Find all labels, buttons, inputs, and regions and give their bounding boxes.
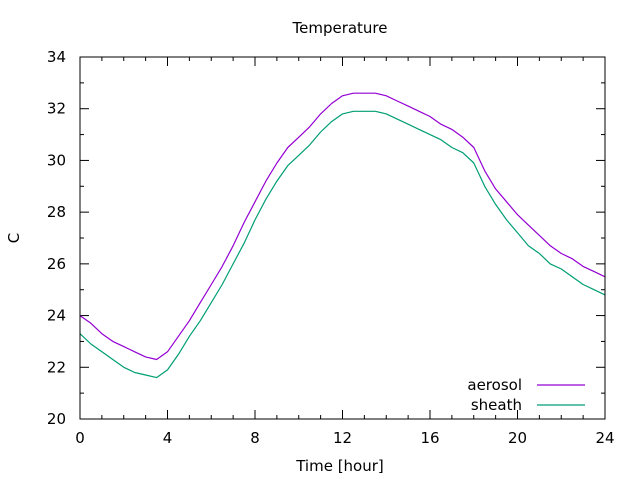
x-tick-label: 20 <box>508 429 527 447</box>
legend-label-sheath: sheath <box>471 396 522 414</box>
y-tick-label: 26 <box>47 255 66 273</box>
series-lines <box>79 92 606 379</box>
y-tick-label: 34 <box>47 48 66 66</box>
legend-label-aerosol: aerosol <box>467 376 522 394</box>
y-tick-label: 24 <box>47 307 66 325</box>
series-line-aerosol <box>79 92 606 361</box>
y-axis-label: C <box>5 233 23 243</box>
x-tick-label: 12 <box>333 429 352 447</box>
y-tick-label: 20 <box>47 410 66 428</box>
plot-frame <box>79 56 606 420</box>
y-tick-label: 30 <box>47 151 66 169</box>
y-tick-label: 32 <box>47 100 66 118</box>
chart-title: Temperature <box>291 19 387 37</box>
x-tick-label: 24 <box>595 429 614 447</box>
y-tick-label: 22 <box>47 358 66 376</box>
x-axis-label: Time [hour] <box>295 457 384 475</box>
x-tick-label: 16 <box>420 429 439 447</box>
legend: aerosol sheath <box>467 376 585 414</box>
axis-ticks: 0 4 8 12 16 20 24 20 22 24 26 28 30 32 34 <box>47 48 615 447</box>
x-tick-label: 4 <box>163 429 173 447</box>
x-tick-label: 8 <box>250 429 260 447</box>
y-tick-label: 28 <box>47 203 66 221</box>
series-line-sheath <box>79 110 606 379</box>
x-tick-label: 0 <box>75 429 85 447</box>
